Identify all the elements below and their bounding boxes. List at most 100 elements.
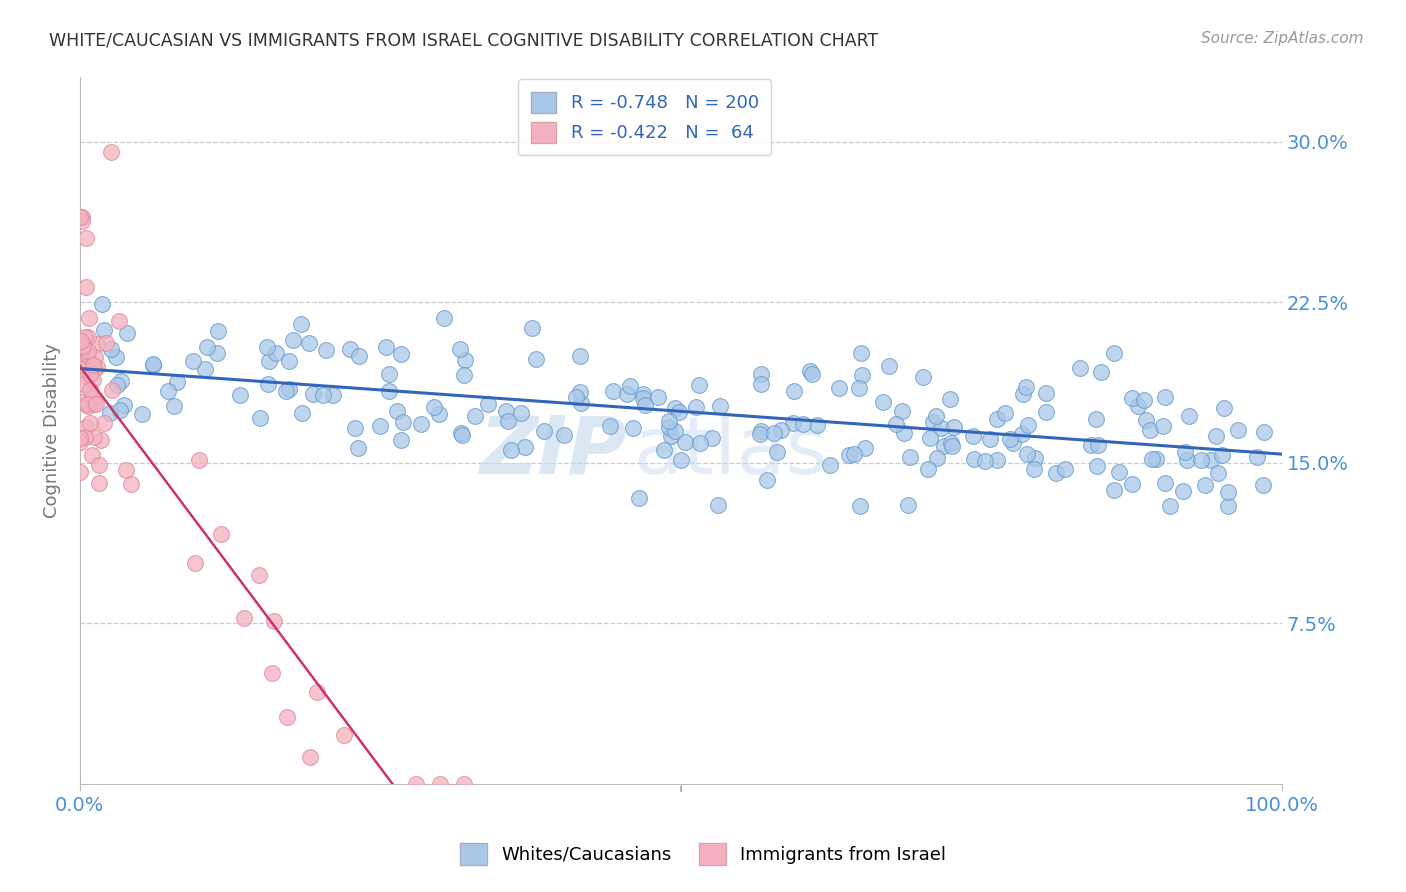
- Point: [1251, 477, 1274, 491]
- Point: [1054, 461, 1077, 475]
- Point: [370, 419, 392, 434]
- Point: [93, 323, 115, 337]
- Point: [1152, 419, 1174, 434]
- Point: [194, 361, 217, 376]
- Point: [1253, 425, 1275, 439]
- Legend: Whites/Caucasians, Immigrants from Israel: Whites/Caucasians, Immigrants from Israe…: [453, 836, 953, 872]
- Point: [450, 425, 472, 440]
- Point: [76, 397, 98, 411]
- Point: [963, 451, 986, 466]
- Point: [100, 145, 122, 160]
- Point: [311, 387, 333, 401]
- Point: [464, 409, 486, 423]
- Point: [75, 280, 97, 294]
- Point: [263, 614, 285, 628]
- Point: [166, 375, 188, 389]
- Point: [114, 463, 136, 477]
- Point: [80, 448, 103, 462]
- Point: [433, 311, 456, 326]
- Point: [838, 448, 860, 462]
- Point: [339, 342, 361, 356]
- Point: [1017, 417, 1039, 432]
- Point: [647, 391, 669, 405]
- Point: [82, 373, 104, 387]
- Point: [806, 417, 828, 432]
- Point: [633, 391, 655, 405]
- Point: [1173, 484, 1195, 499]
- Point: [93, 416, 115, 430]
- Point: [689, 378, 711, 392]
- Point: [120, 477, 142, 491]
- Point: [297, 336, 319, 351]
- Point: [69, 210, 91, 224]
- Point: [87, 476, 110, 491]
- Point: [520, 321, 543, 335]
- Point: [599, 418, 621, 433]
- Point: [1035, 405, 1057, 419]
- Point: [533, 424, 555, 438]
- Point: [86, 336, 108, 351]
- Point: [77, 348, 100, 362]
- Point: [925, 409, 948, 424]
- Point: [276, 710, 298, 724]
- Point: [283, 333, 305, 347]
- Text: ZIP: ZIP: [479, 413, 627, 491]
- Point: [820, 458, 842, 472]
- Point: [278, 382, 301, 396]
- Point: [1216, 499, 1239, 513]
- Point: [898, 450, 921, 465]
- Point: [70, 214, 93, 228]
- Point: [828, 380, 851, 394]
- Point: [82, 391, 104, 405]
- Text: atlas: atlas: [633, 413, 827, 491]
- Point: [76, 370, 98, 384]
- Point: [233, 611, 256, 625]
- Point: [918, 431, 941, 445]
- Point: [333, 727, 356, 741]
- Point: [264, 346, 287, 360]
- Point: [1015, 380, 1038, 394]
- Point: [1194, 478, 1216, 492]
- Point: [929, 420, 952, 434]
- Point: [668, 405, 690, 419]
- Point: [1135, 413, 1157, 427]
- Point: [524, 351, 547, 366]
- Point: [1090, 365, 1112, 379]
- Point: [69, 334, 91, 348]
- Point: [1022, 462, 1045, 476]
- Point: [207, 324, 229, 338]
- Point: [257, 354, 280, 368]
- Point: [800, 368, 823, 382]
- Point: [453, 777, 475, 791]
- Point: [993, 406, 1015, 420]
- Point: [1108, 465, 1130, 479]
- Point: [553, 428, 575, 442]
- Point: [568, 349, 591, 363]
- Point: [1133, 392, 1156, 407]
- Point: [83, 430, 105, 444]
- Point: [278, 353, 301, 368]
- Point: [938, 392, 960, 407]
- Point: [131, 408, 153, 422]
- Point: [664, 401, 686, 415]
- Point: [1102, 483, 1125, 498]
- Text: WHITE/CAUCASIAN VS IMMIGRANTS FROM ISRAEL COGNITIVE DISABILITY CORRELATION CHART: WHITE/CAUCASIAN VS IMMIGRANTS FROM ISRAE…: [49, 31, 879, 49]
- Point: [1178, 409, 1201, 423]
- Point: [229, 388, 252, 402]
- Point: [998, 433, 1021, 447]
- Point: [429, 777, 451, 791]
- Point: [568, 385, 591, 400]
- Point: [70, 210, 93, 224]
- Point: [98, 406, 121, 420]
- Point: [657, 414, 679, 428]
- Point: [1024, 451, 1046, 466]
- Point: [616, 387, 638, 401]
- Point: [69, 434, 91, 449]
- Point: [782, 417, 804, 431]
- Point: [276, 384, 298, 398]
- Point: [115, 326, 138, 340]
- Point: [183, 353, 205, 368]
- Point: [77, 310, 100, 325]
- Point: [1140, 451, 1163, 466]
- Point: [477, 397, 499, 411]
